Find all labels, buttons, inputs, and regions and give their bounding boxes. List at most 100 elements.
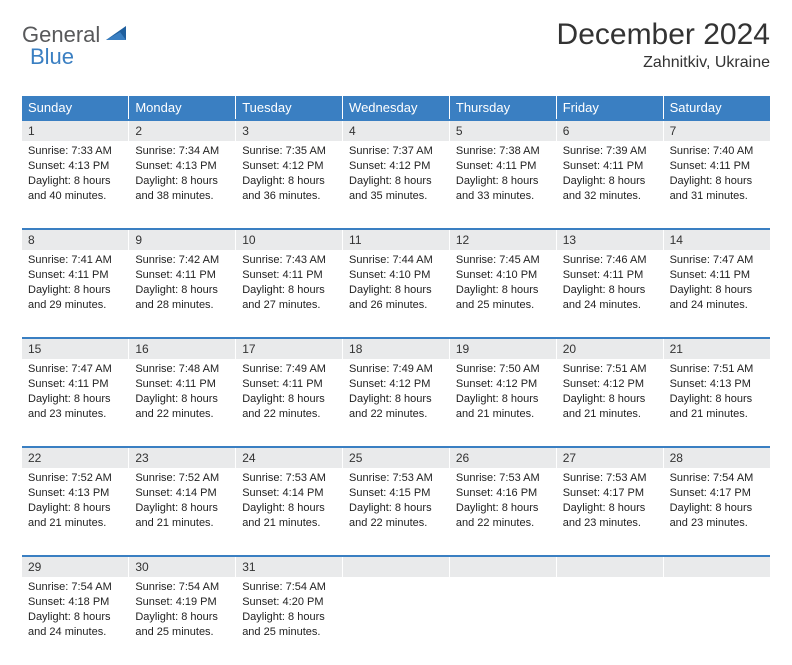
day-content: Sunrise: 7:37 AMSunset: 4:12 PMDaylight:… (343, 141, 449, 209)
day-cell: Sunrise: 7:47 AMSunset: 4:11 PMDaylight:… (663, 250, 770, 338)
sunrise-text: Sunrise: 7:50 AM (456, 362, 550, 377)
daylight-text-2: and 24 minutes. (563, 298, 657, 313)
brand-triangle-icon (106, 24, 128, 47)
week-content-row: Sunrise: 7:33 AMSunset: 4:13 PMDaylight:… (22, 141, 770, 229)
day-cell: Sunrise: 7:54 AMSunset: 4:20 PMDaylight:… (236, 577, 343, 665)
daylight-text-1: Daylight: 8 hours (563, 283, 657, 298)
daylight-text-2: and 40 minutes. (28, 189, 122, 204)
day-number-cell: 14 (663, 229, 770, 250)
day-content: Sunrise: 7:53 AMSunset: 4:14 PMDaylight:… (236, 468, 342, 536)
day-number (557, 557, 663, 577)
day-header: Wednesday (343, 96, 450, 120)
daylight-text-2: and 24 minutes. (670, 298, 764, 313)
daylight-text-2: and 22 minutes. (242, 407, 336, 422)
day-cell: Sunrise: 7:46 AMSunset: 4:11 PMDaylight:… (556, 250, 663, 338)
sunset-text: Sunset: 4:16 PM (456, 486, 550, 501)
day-number-cell (663, 556, 770, 577)
daylight-text-1: Daylight: 8 hours (349, 174, 443, 189)
week-content-row: Sunrise: 7:47 AMSunset: 4:11 PMDaylight:… (22, 359, 770, 447)
day-content: Sunrise: 7:42 AMSunset: 4:11 PMDaylight:… (129, 250, 235, 318)
brand-text-blue: Blue (30, 44, 74, 69)
day-number: 9 (129, 230, 235, 250)
sunset-text: Sunset: 4:11 PM (135, 377, 229, 392)
daylight-text-2: and 21 minutes. (135, 516, 229, 531)
day-number: 1 (22, 121, 128, 141)
daylight-text-2: and 29 minutes. (28, 298, 122, 313)
day-number-cell: 18 (343, 338, 450, 359)
day-number: 6 (557, 121, 663, 141)
week-daynum-row: 891011121314 (22, 229, 770, 250)
sunrise-text: Sunrise: 7:45 AM (456, 253, 550, 268)
day-content: Sunrise: 7:43 AMSunset: 4:11 PMDaylight:… (236, 250, 342, 318)
sunset-text: Sunset: 4:11 PM (563, 268, 657, 283)
daylight-text-2: and 24 minutes. (28, 625, 122, 640)
sunrise-text: Sunrise: 7:51 AM (670, 362, 764, 377)
daylight-text-1: Daylight: 8 hours (670, 392, 764, 407)
day-number: 20 (557, 339, 663, 359)
day-number: 25 (343, 448, 449, 468)
day-cell: Sunrise: 7:44 AMSunset: 4:10 PMDaylight:… (343, 250, 450, 338)
sunrise-text: Sunrise: 7:47 AM (670, 253, 764, 268)
daylight-text-1: Daylight: 8 hours (135, 283, 229, 298)
day-cell (343, 577, 450, 665)
day-cell: Sunrise: 7:34 AMSunset: 4:13 PMDaylight:… (129, 141, 236, 229)
daylight-text-2: and 23 minutes. (28, 407, 122, 422)
day-number: 27 (557, 448, 663, 468)
daylight-text-2: and 21 minutes. (563, 407, 657, 422)
day-cell: Sunrise: 7:41 AMSunset: 4:11 PMDaylight:… (22, 250, 129, 338)
day-header: Monday (129, 96, 236, 120)
week-content-row: Sunrise: 7:41 AMSunset: 4:11 PMDaylight:… (22, 250, 770, 338)
header: General December 2024 Zahnitkiv, Ukraine (22, 18, 770, 72)
daylight-text-2: and 32 minutes. (563, 189, 657, 204)
sunrise-text: Sunrise: 7:54 AM (28, 580, 122, 595)
day-cell: Sunrise: 7:53 AMSunset: 4:16 PMDaylight:… (449, 468, 556, 556)
week-daynum-row: 1234567 (22, 120, 770, 141)
day-number-cell: 2 (129, 120, 236, 141)
day-content: Sunrise: 7:52 AMSunset: 4:14 PMDaylight:… (129, 468, 235, 536)
day-number-cell: 30 (129, 556, 236, 577)
sunrise-text: Sunrise: 7:53 AM (242, 471, 336, 486)
daylight-text-1: Daylight: 8 hours (349, 501, 443, 516)
day-number (343, 557, 449, 577)
daylight-text-2: and 21 minutes. (242, 516, 336, 531)
day-number-cell: 9 (129, 229, 236, 250)
day-number: 12 (450, 230, 556, 250)
sunset-text: Sunset: 4:11 PM (135, 268, 229, 283)
day-number-cell: 24 (236, 447, 343, 468)
day-cell: Sunrise: 7:50 AMSunset: 4:12 PMDaylight:… (449, 359, 556, 447)
sunset-text: Sunset: 4:12 PM (242, 159, 336, 174)
daylight-text-2: and 25 minutes. (456, 298, 550, 313)
sunset-text: Sunset: 4:13 PM (28, 159, 122, 174)
day-cell: Sunrise: 7:51 AMSunset: 4:13 PMDaylight:… (663, 359, 770, 447)
sunrise-text: Sunrise: 7:35 AM (242, 144, 336, 159)
day-content: Sunrise: 7:50 AMSunset: 4:12 PMDaylight:… (450, 359, 556, 427)
daylight-text-2: and 22 minutes. (349, 516, 443, 531)
day-number-cell: 20 (556, 338, 663, 359)
sunset-text: Sunset: 4:20 PM (242, 595, 336, 610)
sunset-text: Sunset: 4:13 PM (28, 486, 122, 501)
week-daynum-row: 15161718192021 (22, 338, 770, 359)
day-number: 17 (236, 339, 342, 359)
day-content: Sunrise: 7:51 AMSunset: 4:13 PMDaylight:… (664, 359, 770, 427)
brand-text-blue-wrap: Blue (30, 44, 74, 70)
day-cell (556, 577, 663, 665)
sunset-text: Sunset: 4:11 PM (28, 268, 122, 283)
day-number: 3 (236, 121, 342, 141)
day-content: Sunrise: 7:40 AMSunset: 4:11 PMDaylight:… (664, 141, 770, 209)
day-cell: Sunrise: 7:39 AMSunset: 4:11 PMDaylight:… (556, 141, 663, 229)
sunrise-text: Sunrise: 7:51 AM (563, 362, 657, 377)
sunset-text: Sunset: 4:17 PM (670, 486, 764, 501)
day-content: Sunrise: 7:53 AMSunset: 4:15 PMDaylight:… (343, 468, 449, 536)
day-number: 30 (129, 557, 235, 577)
daylight-text-1: Daylight: 8 hours (28, 174, 122, 189)
day-content: Sunrise: 7:45 AMSunset: 4:10 PMDaylight:… (450, 250, 556, 318)
day-cell: Sunrise: 7:53 AMSunset: 4:14 PMDaylight:… (236, 468, 343, 556)
sunrise-text: Sunrise: 7:39 AM (563, 144, 657, 159)
sunrise-text: Sunrise: 7:52 AM (135, 471, 229, 486)
sunrise-text: Sunrise: 7:38 AM (456, 144, 550, 159)
day-number-cell: 3 (236, 120, 343, 141)
sunrise-text: Sunrise: 7:49 AM (349, 362, 443, 377)
day-number-cell: 15 (22, 338, 129, 359)
sunset-text: Sunset: 4:11 PM (28, 377, 122, 392)
day-cell: Sunrise: 7:54 AMSunset: 4:19 PMDaylight:… (129, 577, 236, 665)
